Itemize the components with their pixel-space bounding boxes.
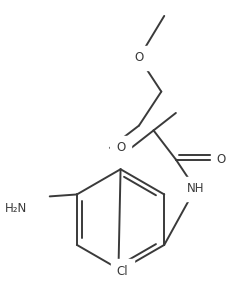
Text: H₂N: H₂N (5, 202, 27, 215)
Text: Cl: Cl (116, 265, 128, 278)
Text: O: O (134, 51, 143, 64)
Text: O: O (216, 153, 225, 166)
Text: NH: NH (186, 182, 203, 195)
Text: O: O (116, 141, 125, 154)
